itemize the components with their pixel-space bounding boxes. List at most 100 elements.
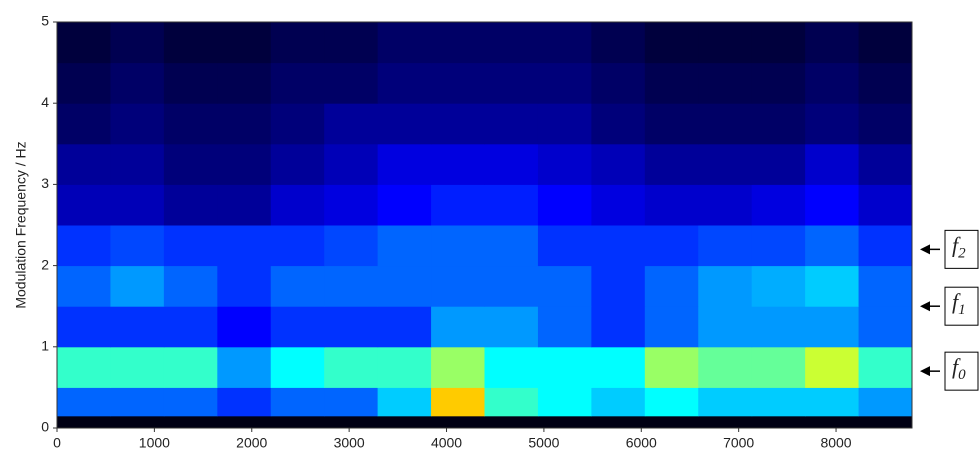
heat-cell (751, 346, 806, 388)
y-tick-label: 0 (41, 419, 49, 435)
heat-cell (377, 346, 432, 388)
heat-cell (698, 346, 753, 388)
heat-cell (270, 415, 325, 429)
heat-cell (537, 387, 592, 417)
heat-cell (537, 143, 592, 185)
heat-cell (163, 387, 218, 417)
x-tick-label: 1000 (139, 435, 170, 451)
heat-cell (858, 143, 913, 185)
heat-cell (805, 184, 860, 226)
heat-cell (805, 346, 860, 388)
heat-cell (431, 387, 485, 417)
heat-cell (644, 265, 699, 307)
heat-cell (324, 143, 379, 185)
heat-cell (324, 225, 379, 267)
heat-cell (57, 22, 111, 64)
heat-cell (591, 306, 646, 348)
heat-cell (698, 62, 753, 104)
heat-cell (324, 415, 379, 429)
heat-cell (57, 346, 111, 388)
heat-cell (377, 225, 432, 267)
heat-cell (751, 415, 806, 429)
heat-cell (537, 22, 592, 64)
heat-cell (644, 143, 699, 185)
heat-cell (805, 415, 860, 429)
heat-cell (858, 346, 913, 388)
heat-cell (377, 103, 432, 145)
heat-cell (110, 22, 165, 64)
heat-cell (537, 415, 592, 429)
annotation-label: f2 (952, 232, 966, 261)
heat-cell (751, 265, 806, 307)
heat-cell (431, 346, 485, 388)
heat-cell (591, 225, 646, 267)
heat-cell (537, 62, 592, 104)
heat-cell (57, 62, 111, 104)
heat-cell (484, 143, 539, 185)
heat-cell (431, 415, 485, 429)
heat-cell (377, 143, 432, 185)
heat-cell (698, 265, 753, 307)
heat-cell (805, 22, 860, 64)
heat-cell (537, 306, 592, 348)
arrow-head (920, 366, 930, 377)
heat-cell (537, 103, 592, 145)
heat-cell (110, 346, 165, 388)
heat-cell (858, 184, 913, 226)
heat-cell (57, 265, 111, 307)
heat-cell (324, 265, 379, 307)
heat-cell (484, 415, 539, 429)
heat-cell (324, 62, 379, 104)
annotation-label: f0 (952, 354, 966, 383)
x-tick-label: 6000 (626, 435, 657, 451)
y-tick-label: 5 (41, 13, 49, 29)
heat-cell (484, 103, 539, 145)
heat-cell (217, 415, 272, 429)
heat-cell (163, 346, 218, 388)
heat-cell (805, 103, 860, 145)
heat-cell (698, 225, 753, 267)
heat-cell (537, 265, 592, 307)
heat-cell (591, 62, 646, 104)
heat-cell (644, 184, 699, 226)
heat-cell (484, 306, 539, 348)
heat-cell (377, 265, 432, 307)
heat-cell (110, 143, 165, 185)
heat-cell (110, 62, 165, 104)
plot-frame (56, 21, 913, 429)
heat-cell (217, 62, 272, 104)
heat-cell (217, 306, 272, 348)
heat-cell (324, 103, 379, 145)
heat-cell (484, 265, 539, 307)
heat-cell (217, 346, 272, 388)
heat-cell (431, 143, 485, 185)
heat-cell (805, 265, 860, 307)
arrow-head (920, 301, 930, 312)
heat-cell (698, 103, 753, 145)
heat-cell (270, 184, 325, 226)
heat-cell (591, 415, 646, 429)
heat-cell (377, 415, 432, 429)
heat-cell (163, 184, 218, 226)
heat-cell (751, 22, 806, 64)
heat-cell (324, 387, 379, 417)
heat-cell (537, 184, 592, 226)
heat-cell (858, 265, 913, 307)
heat-cell (57, 387, 111, 417)
heat-cell (751, 306, 806, 348)
annotation-box (944, 351, 979, 391)
heat-cell (484, 346, 539, 388)
heat-cell (163, 22, 218, 64)
heat-cell (110, 103, 165, 145)
heat-cell (270, 225, 325, 267)
annotation-subscript: 1 (958, 303, 966, 319)
heat-cell (751, 225, 806, 267)
heat-cell (591, 143, 646, 185)
heat-cell (805, 62, 860, 104)
heat-cell (858, 387, 913, 417)
annotation-label: f1 (952, 289, 966, 318)
y-tick-label: 3 (41, 175, 49, 191)
heat-cell (377, 62, 432, 104)
